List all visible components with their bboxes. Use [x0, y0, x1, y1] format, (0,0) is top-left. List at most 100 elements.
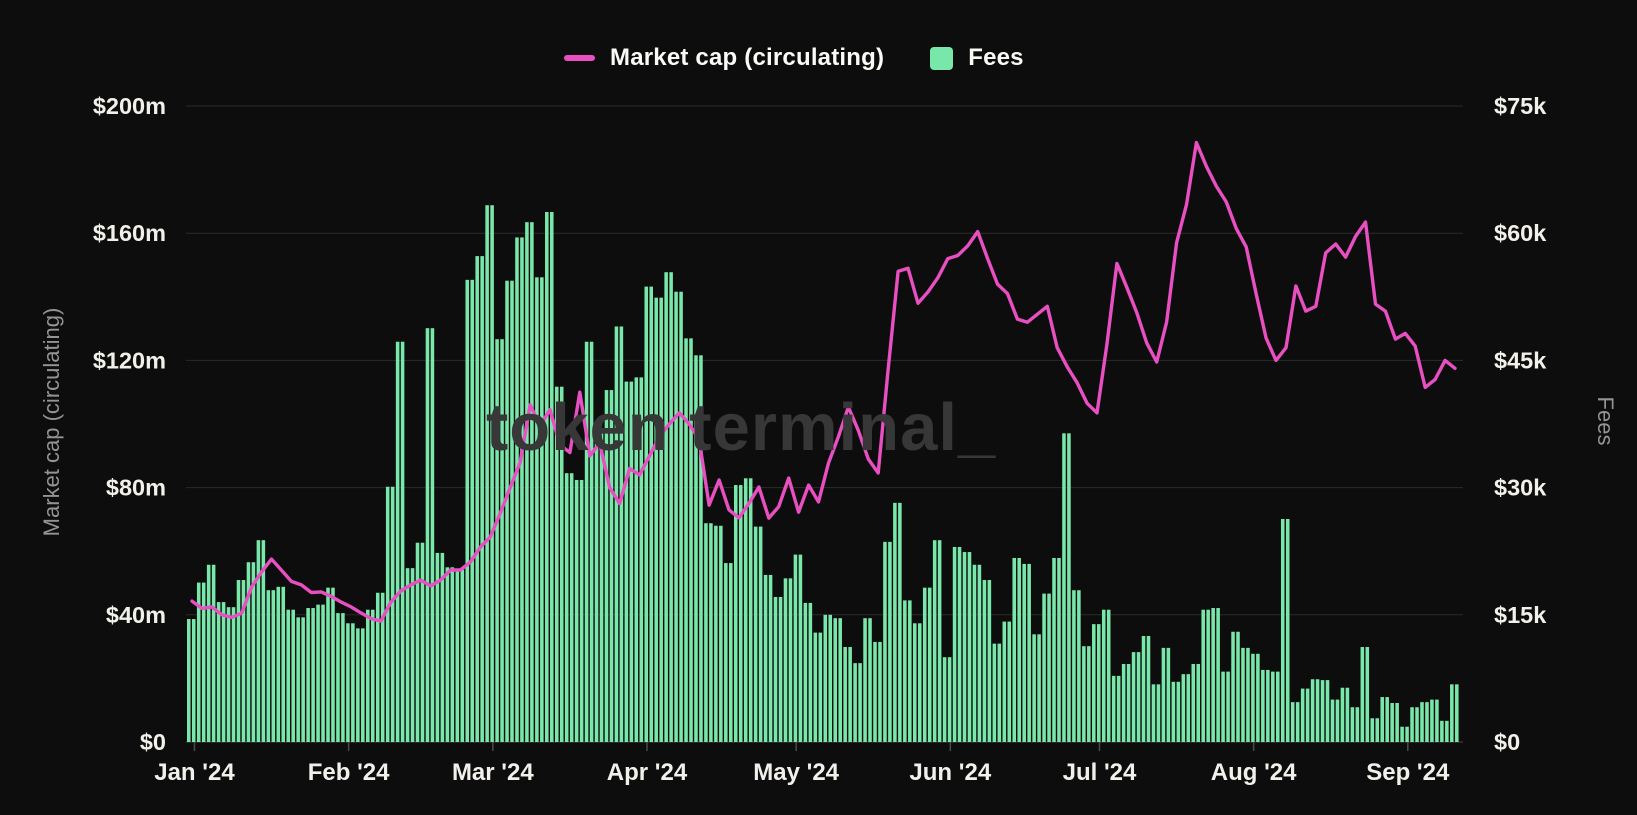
fee-bar — [430, 328, 435, 742]
fee-bar — [669, 272, 673, 742]
fee-bar — [545, 212, 549, 742]
market-cap-line[interactable] — [190, 140, 1457, 623]
fee-bar — [1146, 636, 1151, 742]
right-axis-tick-labels: $75k $60k $45k $30k $15k $0 — [1494, 93, 1547, 755]
fee-bar — [873, 641, 877, 742]
fee-bar — [932, 540, 937, 742]
fee-bar — [1067, 433, 1071, 742]
month-tick — [492, 742, 494, 751]
x-tick-label: Jan '24 — [154, 759, 235, 786]
fee-bar — [251, 562, 256, 742]
fee-bar — [1116, 675, 1121, 742]
fee-bar — [1176, 681, 1181, 742]
fee-bar — [1141, 636, 1146, 742]
fee-bar — [893, 502, 897, 742]
fee-bar — [450, 567, 455, 742]
fee-bar — [758, 526, 763, 742]
fee-bar — [1007, 621, 1012, 742]
fee-bar — [1295, 702, 1300, 742]
fee-bar — [883, 541, 887, 742]
fee-bar — [1111, 675, 1116, 742]
fee-bar — [1385, 697, 1389, 742]
fee-bar — [609, 390, 614, 742]
fee-bar — [281, 586, 286, 742]
fee-bar — [957, 546, 962, 742]
x-tick-label: Aug '24 — [1211, 759, 1297, 786]
fee-bar — [898, 502, 902, 742]
fee-bar — [1082, 646, 1086, 742]
fee-bar — [301, 617, 305, 742]
right-axis-title: Fees — [1593, 396, 1618, 446]
fee-bar — [321, 604, 325, 742]
fee-bar — [1261, 669, 1265, 742]
fee-bar — [679, 291, 683, 742]
fee-bar — [599, 433, 604, 742]
fee-bar — [1271, 671, 1275, 742]
fee-bar — [1450, 684, 1454, 742]
fee-bar — [664, 272, 668, 742]
legend-item-fees[interactable]: Fees — [930, 44, 1024, 72]
fee-bar — [714, 525, 718, 742]
fee-bar — [743, 478, 748, 742]
fee-bar — [510, 280, 514, 742]
legend-item-market-cap[interactable]: Market cap (circulating) — [564, 44, 884, 72]
fee-bar — [1340, 687, 1345, 742]
fee-bar — [480, 256, 484, 742]
fee-bar — [380, 592, 385, 742]
fee-bar — [589, 341, 594, 742]
fee-bar — [351, 623, 355, 742]
fee-bar — [1226, 671, 1230, 742]
fee-bar — [838, 618, 842, 742]
fee-bar — [1072, 590, 1076, 742]
fee-bar — [261, 540, 266, 742]
fee-bar — [554, 386, 559, 742]
fee-bar — [962, 552, 967, 742]
fee-bar — [1017, 557, 1021, 742]
fee-bar — [1455, 684, 1459, 742]
fee-bar — [848, 647, 852, 742]
fee-bar — [1126, 663, 1131, 742]
fee-bar — [922, 587, 927, 742]
fee-bar — [1186, 674, 1191, 742]
fee-bar — [470, 279, 474, 742]
fee-bar — [1136, 652, 1141, 742]
right-tick-label: $30k — [1494, 475, 1547, 501]
x-tick-label: May '24 — [753, 759, 839, 786]
fee-bar — [699, 355, 703, 742]
fee-bar — [1335, 699, 1340, 742]
left-tick-label: $120m — [93, 347, 166, 373]
fee-bar — [1052, 557, 1056, 742]
fee-bar — [1221, 671, 1225, 742]
fees-bars[interactable] — [187, 205, 1459, 743]
fee-bar — [420, 542, 425, 742]
fee-bar — [639, 377, 644, 742]
fee-bar — [1241, 647, 1245, 742]
fee-bar — [246, 562, 251, 742]
fee-bar — [1246, 647, 1250, 742]
fee-bar — [1320, 680, 1325, 742]
fee-bar — [1420, 702, 1424, 742]
fee-bar — [863, 618, 867, 742]
fee-bar — [992, 643, 997, 742]
fee-bar — [226, 607, 231, 742]
fee-bar — [604, 390, 609, 742]
fee-bar — [1027, 563, 1031, 742]
fee-bar — [1300, 688, 1305, 742]
fee-bar — [1310, 679, 1315, 742]
fee-bar — [1161, 647, 1166, 742]
month-tick — [193, 742, 196, 751]
fee-bar — [1181, 674, 1186, 742]
fee-bar — [724, 563, 728, 742]
fee-bar — [858, 663, 862, 742]
fee-bar — [1057, 557, 1061, 742]
fee-bar — [201, 582, 206, 742]
fee-bar — [674, 291, 678, 742]
fee-bar — [559, 386, 564, 742]
fee-bar — [778, 596, 783, 742]
fee-bar — [569, 473, 574, 742]
fee-bar — [361, 628, 365, 742]
fee-bar — [903, 600, 907, 742]
fee-bar — [366, 609, 370, 742]
